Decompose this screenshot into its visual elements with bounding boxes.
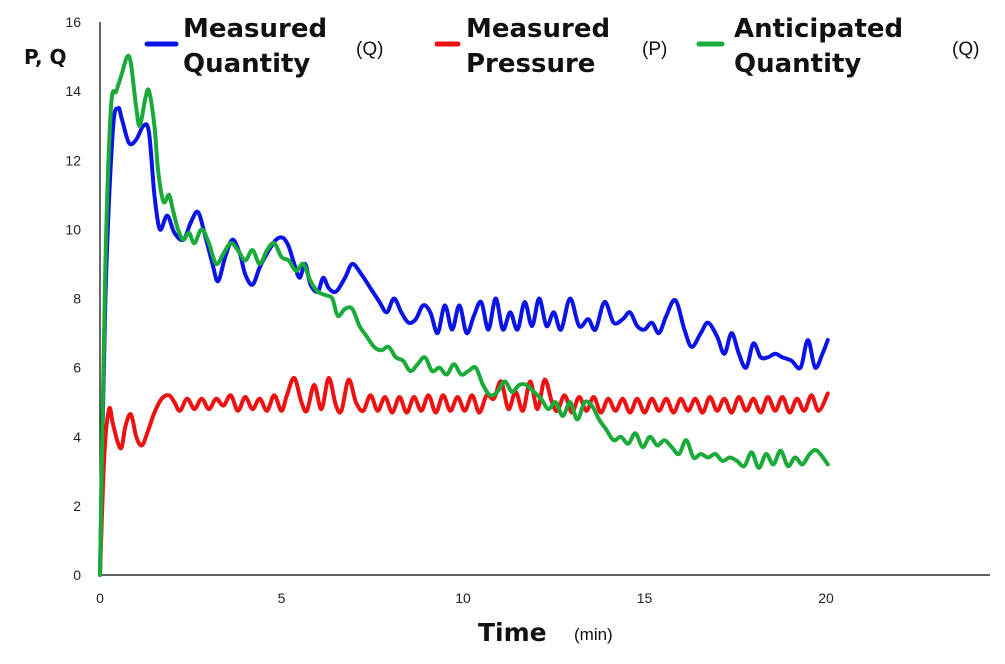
y-tick-labels: 0 2 4 6 8 10 12 14 16 — [65, 14, 81, 583]
chart-legend: Measured Quantity (Q) Measured Pressure … — [144, 14, 979, 79]
y-tick-label: 2 — [73, 498, 81, 514]
chart-series — [98, 53, 830, 577]
x-axis-unit: (min) — [574, 625, 613, 644]
y-tick-label: 8 — [73, 291, 81, 307]
y-tick-label: 0 — [73, 567, 81, 583]
x-tick-label: 20 — [818, 590, 834, 606]
legend-entry-anticipated-quantity: Anticipated Quantity (Q) — [696, 14, 979, 79]
legend-label-anticipated-quantity-line2: Quantity — [734, 49, 861, 79]
legend-label-anticipated-quantity-line1: Anticipated — [734, 14, 903, 44]
y-tick-label: 16 — [65, 14, 81, 30]
legend-unit-measured-quantity: (Q) — [356, 39, 383, 60]
legend-unit-anticipated-quantity: (Q) — [952, 39, 979, 60]
y-tick-label: 14 — [65, 83, 81, 99]
legend-entry-measured-pressure: Measured Pressure (P) — [434, 14, 667, 79]
y-tick-label: 6 — [73, 360, 81, 376]
series-line-measured-quantity — [98, 105, 830, 577]
x-tick-label: 0 — [96, 590, 104, 606]
x-axis-label: Time — [478, 618, 547, 647]
y-tick-label: 10 — [65, 221, 81, 237]
chart-axes — [99, 22, 990, 576]
x-tick-label: 15 — [637, 590, 653, 606]
legend-label-measured-quantity-line1: Measured — [183, 14, 327, 44]
series-line-measured-pressure — [98, 375, 830, 577]
legend-label-measured-quantity-line2: Quantity — [183, 49, 310, 79]
y-axis-label: P, Q — [24, 45, 67, 69]
y-tick-label: 4 — [73, 429, 81, 445]
legend-label-measured-pressure-line1: Measured — [466, 14, 610, 44]
x-tick-label: 10 — [455, 590, 471, 606]
x-tick-labels: 0 5 10 15 20 — [96, 590, 834, 606]
series-line-anticipated-quantity — [98, 53, 830, 577]
legend-entry-measured-quantity: Measured Quantity (Q) — [144, 14, 383, 79]
legend-unit-measured-pressure: (P) — [642, 39, 667, 60]
y-tick-label: 12 — [65, 152, 81, 168]
legend-label-measured-pressure-line2: Pressure — [466, 49, 595, 79]
x-tick-label: 5 — [278, 590, 286, 606]
